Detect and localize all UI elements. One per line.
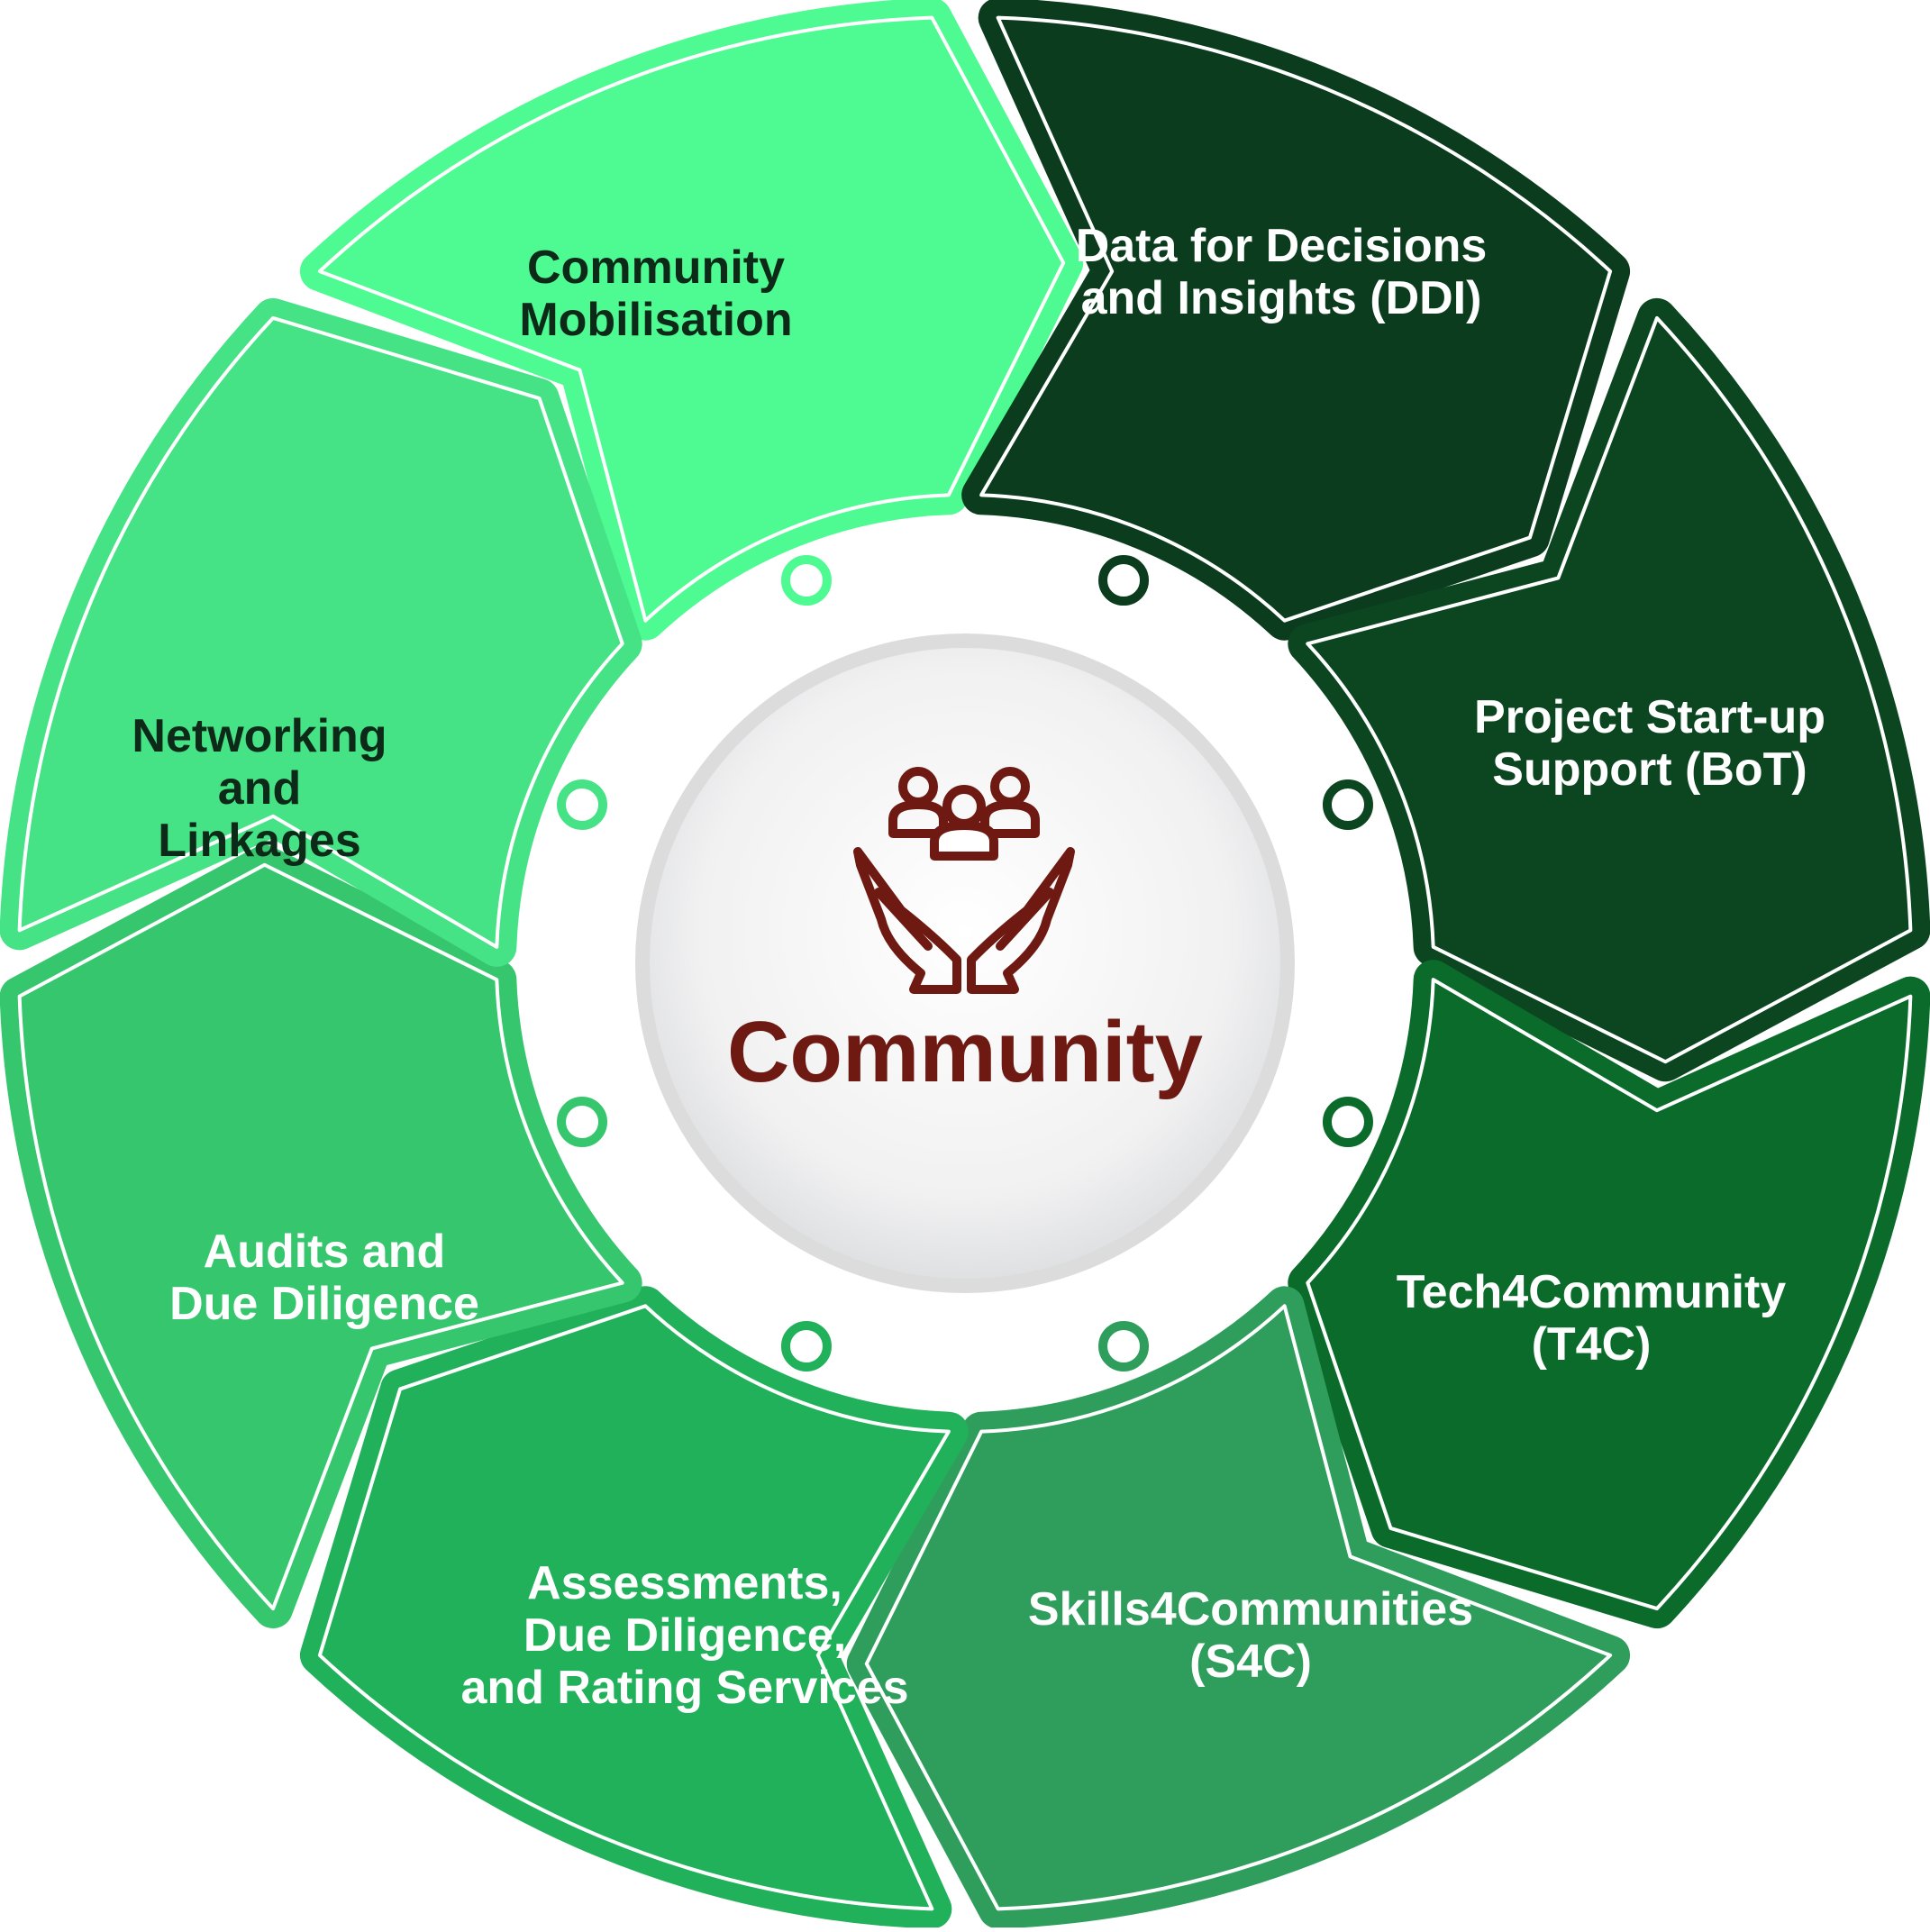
segment-label-line: Project Start-up — [1474, 691, 1825, 743]
segment-label-community-mobilisation: Community Mobilisation — [519, 242, 792, 346]
segment-label-line: Networking — [132, 710, 387, 762]
connector-dot — [1322, 779, 1373, 830]
segment-label-line: Data for Decisions — [1076, 220, 1488, 272]
segment-inner-outline — [864, 1304, 1613, 1911]
segment-ddi — [961, 0, 1631, 641]
center-title: Community — [727, 1004, 1203, 1100]
segment-label-t4c: Tech4Community (T4C) — [1397, 1266, 1787, 1371]
segment-label-line: and Rating Services — [460, 1662, 908, 1714]
segment-inner-outline — [317, 15, 1066, 623]
segment-label-line: Tech4Community — [1397, 1266, 1787, 1318]
segment-networking — [0, 297, 642, 967]
community-care-icon — [853, 767, 1075, 994]
segment-inner-outline — [317, 1304, 951, 1911]
segment-label-s4c: Skills4Communities (S4C) — [1028, 1583, 1473, 1688]
segment-assessments — [299, 1286, 969, 1929]
segment-label-line: Linkages — [158, 815, 360, 867]
connector-dot — [1098, 1320, 1150, 1372]
segment-label-line: Due Diligence — [169, 1278, 479, 1330]
segment-label-ddi: Data for Decisions and Insights (DDI) — [1076, 220, 1488, 324]
segment-label-line: and — [218, 762, 301, 815]
connector-dot — [1322, 1097, 1373, 1148]
segment-label-audits: Audits and Due Diligence — [169, 1226, 479, 1330]
segment-label-line: Skills4Communities — [1028, 1583, 1473, 1636]
segment-label-line: and Insights (DDI) — [1081, 272, 1482, 324]
connector-dot — [557, 1097, 608, 1148]
segment-s4c — [846, 1286, 1631, 1929]
segment-inner-outline — [17, 315, 624, 949]
connector-dot — [1098, 555, 1150, 606]
segment-label-line: (T4C) — [1532, 1318, 1652, 1371]
segment-community-mobilisation — [299, 0, 1084, 641]
segment-inner-outline — [1306, 315, 1913, 1064]
segment-label-networking: Networking and Linkages — [132, 710, 387, 867]
segment-label-line: Audits and — [204, 1226, 446, 1278]
segment-label-line: (S4C) — [1189, 1636, 1312, 1688]
segment-inner-outline — [979, 15, 1613, 623]
connector-dot — [780, 1320, 832, 1372]
connector-dot — [557, 779, 608, 830]
segment-label-line: Support (BoT) — [1492, 743, 1807, 796]
segment-bot — [1288, 297, 1930, 1082]
center-disc — [635, 633, 1295, 1293]
segment-label-line: Mobilisation — [519, 294, 792, 346]
segment-audits — [0, 844, 642, 1629]
segment-label-bot: Project Start-up Support (BoT) — [1474, 691, 1825, 796]
segment-t4c — [1288, 960, 1930, 1629]
segment-inner-outline — [17, 862, 624, 1611]
segment-label-assessments: Assessments, Due Diligence, and Rating Ser… — [460, 1557, 908, 1714]
segment-label-line: Due Diligence, — [523, 1609, 846, 1662]
connector-dot — [780, 555, 832, 606]
segment-inner-outline — [1306, 978, 1913, 1611]
segment-label-line: Assessments, — [527, 1557, 842, 1609]
segment-label-line: Community — [527, 242, 785, 294]
